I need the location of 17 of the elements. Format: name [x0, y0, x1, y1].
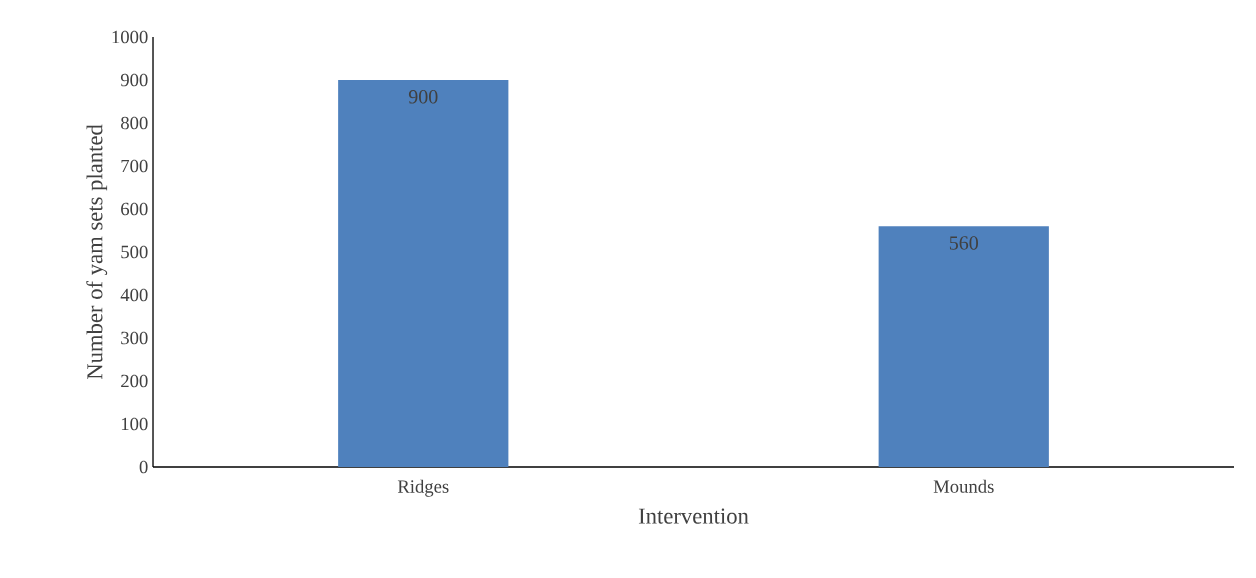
- y-tick-label: 100: [121, 417, 148, 431]
- y-tick-label: 700: [121, 159, 148, 173]
- y-tick-label: 1000: [112, 30, 148, 44]
- y-tick-label: 500: [121, 245, 148, 259]
- x-tick-label: Mounds: [933, 479, 994, 493]
- x-tick-label: Ridges: [397, 479, 449, 497]
- y-tick-label: 200: [121, 374, 148, 388]
- data-label: 560: [949, 236, 978, 250]
- y-tick-label: 600: [121, 202, 148, 216]
- y-tick-label: 900: [120, 73, 148, 87]
- y-tick-label: 300: [121, 331, 148, 345]
- y-tick-label: 800: [121, 116, 148, 130]
- x-axis-title: Intervention: [638, 508, 749, 524]
- data-label: 900: [408, 90, 438, 104]
- y-tick-label: 0: [139, 460, 148, 474]
- y-axis-title: Number of yam sets planted: [86, 124, 108, 380]
- y-tick-label: 400: [120, 288, 148, 302]
